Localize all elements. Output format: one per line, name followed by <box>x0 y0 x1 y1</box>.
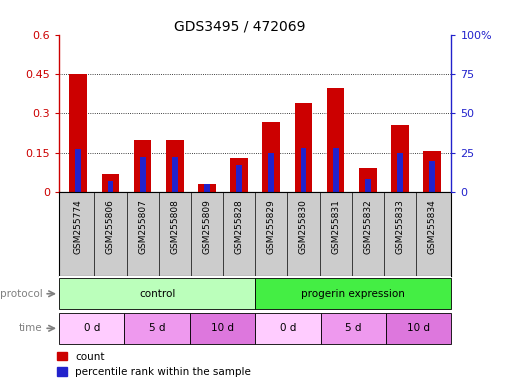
FancyBboxPatch shape <box>59 278 255 310</box>
Bar <box>172 157 177 192</box>
FancyBboxPatch shape <box>255 313 321 344</box>
Text: 10 d: 10 d <box>211 323 234 333</box>
Text: GSM255833: GSM255833 <box>396 199 404 254</box>
Text: GSM255832: GSM255832 <box>363 199 372 253</box>
Bar <box>108 181 113 192</box>
FancyBboxPatch shape <box>386 313 451 344</box>
Text: GDS3495 / 472069: GDS3495 / 472069 <box>174 19 306 33</box>
Text: 0 d: 0 d <box>280 323 296 333</box>
Text: 5 d: 5 d <box>149 323 165 333</box>
Bar <box>429 161 435 192</box>
FancyBboxPatch shape <box>255 278 451 310</box>
Bar <box>423 151 441 192</box>
Bar <box>198 184 216 192</box>
Bar <box>102 174 120 192</box>
Text: GSM255807: GSM255807 <box>138 199 147 254</box>
Bar <box>236 165 242 192</box>
Text: GSM255834: GSM255834 <box>428 199 437 253</box>
Bar <box>327 88 345 192</box>
Text: GSM255831: GSM255831 <box>331 199 340 254</box>
Bar <box>75 149 81 192</box>
Bar <box>301 148 306 192</box>
Text: time: time <box>19 323 43 333</box>
Text: GSM255828: GSM255828 <box>234 199 244 253</box>
Bar <box>140 157 146 192</box>
Text: control: control <box>139 289 175 299</box>
Bar <box>134 139 151 192</box>
FancyBboxPatch shape <box>59 313 124 344</box>
Bar <box>359 169 377 192</box>
FancyBboxPatch shape <box>124 313 190 344</box>
Text: GSM255808: GSM255808 <box>170 199 180 254</box>
Text: protocol: protocol <box>0 289 43 299</box>
Bar <box>263 122 280 192</box>
Text: GSM255830: GSM255830 <box>299 199 308 254</box>
Bar <box>391 125 409 192</box>
FancyBboxPatch shape <box>190 313 255 344</box>
Bar <box>333 148 339 192</box>
Bar <box>204 184 210 192</box>
Bar <box>268 153 274 192</box>
Bar <box>230 158 248 192</box>
Bar <box>365 179 371 192</box>
Text: GSM255809: GSM255809 <box>203 199 211 254</box>
Text: 5 d: 5 d <box>345 323 362 333</box>
Legend: count, percentile rank within the sample: count, percentile rank within the sample <box>56 352 251 377</box>
Bar <box>294 103 312 192</box>
Text: GSM255806: GSM255806 <box>106 199 115 254</box>
Text: GSM255829: GSM255829 <box>267 199 276 253</box>
Text: GSM255774: GSM255774 <box>74 199 83 253</box>
Text: 0 d: 0 d <box>84 323 100 333</box>
Bar <box>166 139 184 192</box>
Bar <box>69 74 87 192</box>
Text: progerin expression: progerin expression <box>302 289 405 299</box>
Bar <box>397 153 403 192</box>
Text: 10 d: 10 d <box>407 323 430 333</box>
FancyBboxPatch shape <box>321 313 386 344</box>
